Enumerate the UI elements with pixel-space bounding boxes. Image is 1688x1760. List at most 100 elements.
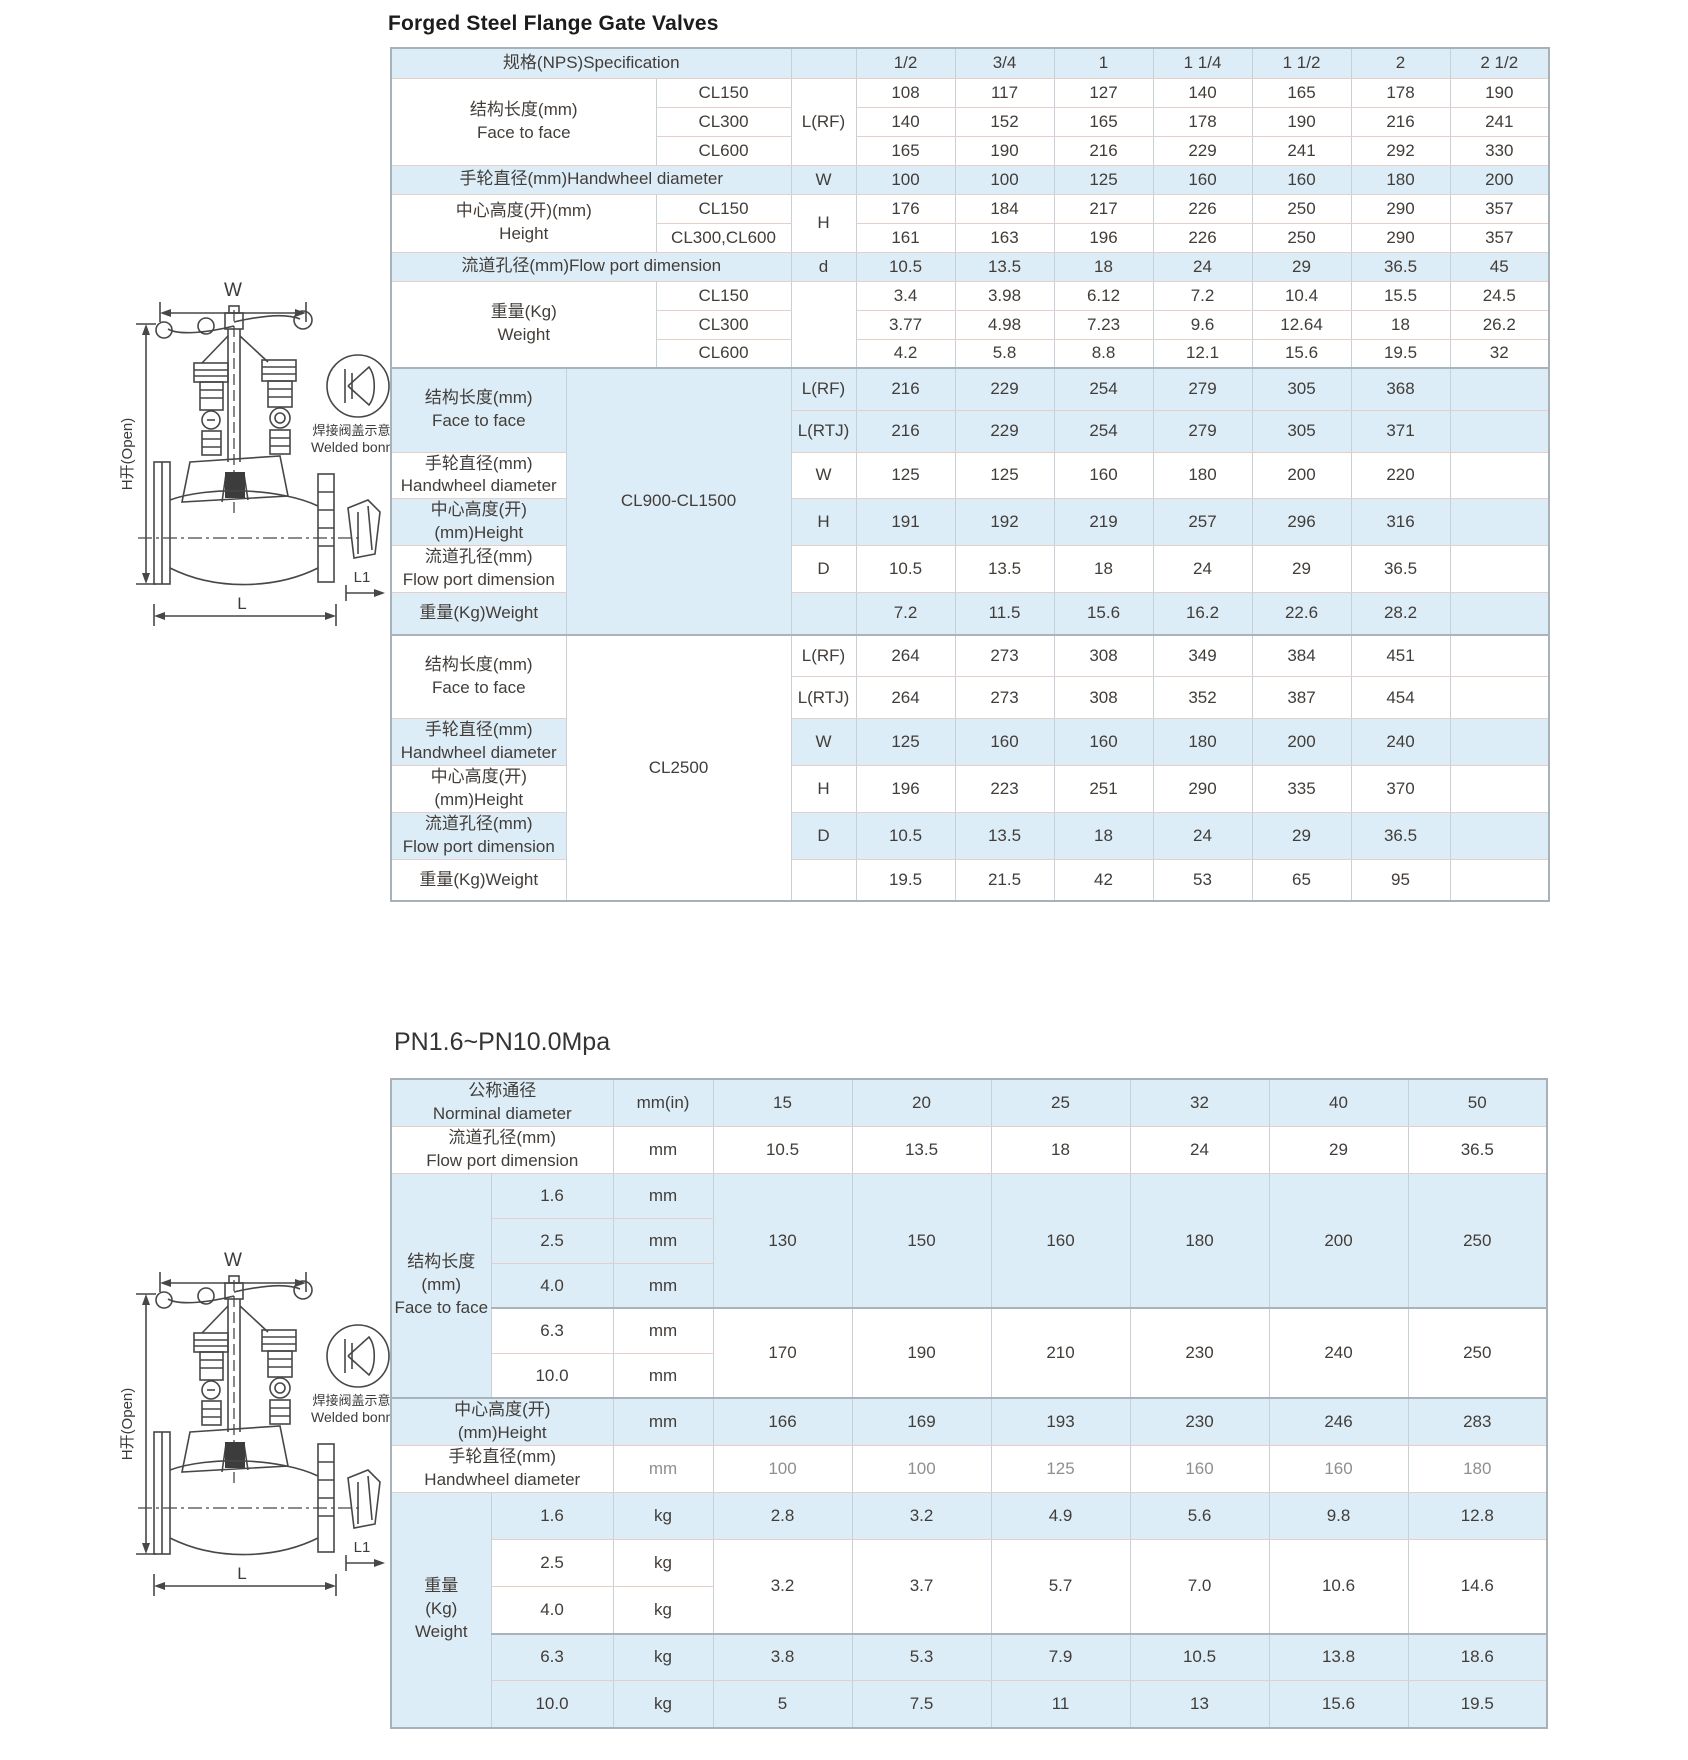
- value-cell: 216: [1350, 106, 1451, 137]
- value-cell: 12.8: [1407, 1492, 1548, 1540]
- value-cell: [1449, 811, 1550, 860]
- value-cell: 292: [1350, 135, 1451, 166]
- size-header: 2: [1350, 47, 1451, 79]
- value-cell: 250: [1251, 193, 1352, 224]
- dim-symbol: W: [790, 164, 857, 195]
- value-cell: 223: [954, 765, 1055, 813]
- row-label-face-to-face: 结构长度(mm) Face to face: [390, 77, 657, 166]
- value-cell: 200: [1251, 718, 1352, 766]
- value-cell: 451: [1350, 633, 1451, 678]
- value-cell: 165: [1251, 77, 1352, 108]
- class-label: CL300: [655, 309, 792, 340]
- value-cell: 125: [990, 1445, 1131, 1493]
- value-cell: 190: [954, 135, 1055, 166]
- table-row: 中心高度(开) (mm)Height mm 166 169 193 230 246 283: [390, 1397, 1548, 1447]
- value-cell: 3.98: [954, 280, 1055, 311]
- value-cell: 251: [1053, 765, 1154, 813]
- value-cell: 210: [990, 1307, 1131, 1399]
- value-cell: 125: [1053, 164, 1154, 195]
- class-label: CL600: [655, 135, 792, 166]
- section-title-pn: PN1.6~PN10.0Mpa: [394, 1028, 611, 1056]
- value-cell: 7.5: [851, 1680, 992, 1728]
- row-label-flow-port: 流道孔径(mm) Flow port dimension: [390, 811, 567, 860]
- value-cell: 13.5: [851, 1125, 992, 1174]
- value-cell: 150: [851, 1172, 992, 1309]
- size-header: 40: [1268, 1078, 1409, 1127]
- value-cell: 161: [855, 222, 956, 253]
- nominal-diameter-header: 公称通径 Norminal diameter: [390, 1078, 614, 1127]
- value-cell: 200: [1251, 451, 1352, 500]
- unit-cell: kg: [612, 1680, 714, 1728]
- value-cell: 100: [712, 1445, 853, 1493]
- value-cell: 5.7: [990, 1539, 1131, 1634]
- value-cell: 273: [954, 676, 1055, 720]
- value-cell: 257: [1152, 498, 1253, 547]
- value-cell: [1449, 858, 1550, 902]
- size-header: 20: [851, 1078, 992, 1127]
- value-cell: 19.5: [855, 858, 956, 902]
- value-cell: 9.8: [1268, 1492, 1409, 1540]
- value-cell: 5.8: [954, 338, 1055, 369]
- pn-label: 6.3: [490, 1307, 614, 1354]
- value-cell: 250: [1407, 1172, 1548, 1309]
- table-row: 4.0 mm: [391, 1262, 1547, 1309]
- table-row: 流道孔径(mm)Flow port dimension d 10.5 13.5 18…: [390, 251, 1550, 282]
- pn-label: 4.0: [490, 1262, 614, 1309]
- table-row: 4.0 kg: [391, 1586, 1547, 1634]
- value-cell: 13.5: [954, 251, 1055, 282]
- unit-cell: mm: [612, 1352, 714, 1399]
- value-cell: 18: [1350, 309, 1451, 340]
- dim-symbol: [790, 280, 857, 369]
- value-cell: 10.5: [855, 251, 956, 282]
- value-cell: 387: [1251, 676, 1352, 720]
- value-cell: 290: [1152, 765, 1253, 813]
- value-cell: 24: [1152, 811, 1253, 860]
- value-cell: 368: [1350, 367, 1451, 411]
- row-label-weight: 重量(Kg)Weight: [390, 592, 567, 636]
- table-row: 重量(Kg) Weight CL150 3.4 3.98 6.12 7.2 10.4 15…: [390, 280, 1550, 369]
- table-row: 中心高度(开) (mm)Height H 191 192 219 257 296 316: [390, 498, 1550, 547]
- value-cell: 230: [1129, 1307, 1270, 1399]
- dim-symbol: [790, 592, 857, 636]
- size-header: 3/4: [954, 47, 1055, 79]
- value-cell: 18: [990, 1125, 1131, 1174]
- value-cell: 16.2: [1152, 592, 1253, 636]
- value-cell: 29: [1268, 1125, 1409, 1174]
- value-cell: 290: [1350, 222, 1451, 253]
- row-label-handwheel: 手轮直径(mm) Handwheel diameter: [390, 451, 567, 500]
- value-cell: 7.2: [1152, 280, 1253, 311]
- value-cell: 165: [855, 135, 956, 166]
- dim-symbol: H: [790, 193, 857, 253]
- value-cell: 250: [1407, 1307, 1548, 1399]
- row-label-height: 中心高度(开) (mm)Height: [390, 765, 567, 813]
- class-label: CL600: [655, 338, 792, 369]
- table-row: 结构长度 (mm) Face to face 1.6 mm 130 150 160 1…: [390, 1172, 1548, 1399]
- value-cell: 384: [1251, 633, 1352, 678]
- unit-cell: kg: [612, 1632, 714, 1681]
- value-cell: 180: [1407, 1445, 1548, 1493]
- value-cell: 371: [1350, 409, 1451, 453]
- value-cell: 12.64: [1251, 309, 1352, 340]
- value-cell: 180: [1350, 164, 1451, 195]
- value-cell: 24.5: [1449, 280, 1550, 311]
- value-cell: 7.23: [1053, 309, 1154, 340]
- value-cell: [1449, 451, 1550, 500]
- row-label-weight: 重量 (Kg) Weight: [390, 1492, 492, 1728]
- value-cell: 6.12: [1053, 280, 1154, 311]
- table-row: 10.0 mm: [391, 1352, 1547, 1399]
- value-cell: 152: [954, 106, 1055, 137]
- value-cell: 241: [1251, 135, 1352, 166]
- value-cell: 230: [1129, 1397, 1270, 1447]
- value-cell: 308: [1053, 633, 1154, 678]
- value-cell: 193: [990, 1397, 1131, 1447]
- value-cell: 335: [1251, 765, 1352, 813]
- table-row: 流道孔径(mm) Flow port dimension D 10.5 13.5 1…: [390, 811, 1550, 860]
- valve-diagram-top: [118, 279, 406, 627]
- value-cell: 32: [1449, 338, 1550, 369]
- pn-label: 1.6: [490, 1492, 614, 1540]
- size-header: 1 1/2: [1251, 47, 1352, 79]
- spec-header: 规格(NPS)Specification: [390, 47, 792, 79]
- unit-cell: mm: [612, 1172, 714, 1219]
- size-header: 15: [712, 1078, 853, 1127]
